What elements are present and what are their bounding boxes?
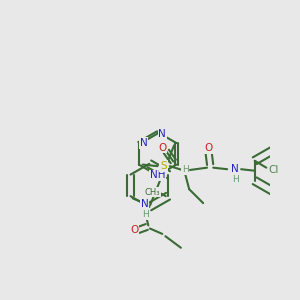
Text: O: O — [130, 225, 139, 235]
Text: NH: NH — [150, 170, 165, 180]
Text: N: N — [231, 164, 239, 174]
Text: H: H — [232, 176, 239, 184]
Text: H: H — [182, 166, 189, 175]
Text: Cl: Cl — [269, 165, 279, 175]
Text: N: N — [140, 138, 147, 148]
Text: H: H — [142, 210, 148, 219]
Text: O: O — [158, 143, 166, 153]
Text: N: N — [158, 129, 166, 139]
Text: O: O — [205, 143, 213, 153]
Text: N: N — [141, 199, 148, 209]
Text: CH₃: CH₃ — [145, 188, 160, 197]
Text: S: S — [160, 161, 167, 171]
